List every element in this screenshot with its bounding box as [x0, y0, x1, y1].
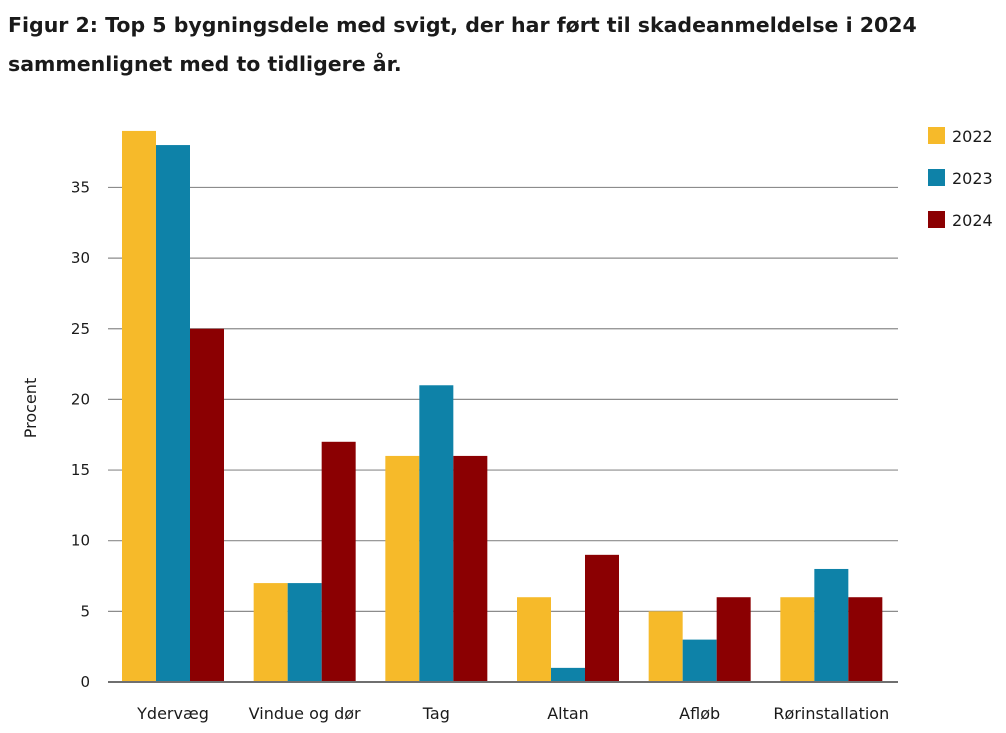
y-tick-label: 0 [80, 673, 90, 691]
legend-swatch-2023 [928, 169, 945, 186]
y-tick-labels: 0 5 10 15 20 25 30 35 [71, 178, 90, 691]
bar-2023-2 [419, 385, 454, 682]
legend-label-2022: 2022 [952, 127, 993, 146]
bar-2022-4 [648, 611, 683, 682]
y-tick-label: 20 [71, 390, 90, 408]
bar-2022-0 [122, 130, 156, 682]
bar-2023-0 [156, 145, 190, 682]
legend-label-2024: 2024 [952, 211, 993, 230]
y-tick-label: 15 [71, 461, 90, 479]
category-label: Altan [547, 704, 589, 723]
y-tick-label: 10 [71, 532, 90, 550]
legend-label-2023: 2023 [952, 169, 993, 188]
chart-title: Figur 2: Top 5 bygningsdele med svigt, d… [8, 6, 998, 84]
chart-title-line-1: Figur 2: Top 5 bygningsdele med svigt, d… [8, 13, 917, 37]
legend: 2022 2023 2024 [928, 127, 993, 230]
bar-2024-4 [716, 597, 751, 682]
gridlines [108, 186, 898, 612]
category-labels: Ydervæg Vindue og dør Tag Altan Afløb Rørinst… [136, 704, 889, 723]
category-label: Ydervæg [136, 704, 209, 723]
bar-2022-2 [385, 455, 420, 682]
y-tick-label: 5 [80, 602, 90, 620]
bar-2024-3 [585, 554, 619, 682]
y-tick-label: 25 [71, 320, 90, 338]
bar-2024-5 [848, 597, 883, 682]
bar-2023-5 [814, 568, 849, 682]
legend-swatch-2022 [928, 127, 945, 144]
category-label: Vindue og dør [249, 704, 361, 723]
category-label: Afløb [679, 704, 720, 723]
category-label: Rørinstallation [773, 704, 889, 723]
bar-2024-1 [321, 441, 356, 682]
bar-2023-1 [287, 583, 322, 682]
bar-2022-1 [253, 583, 288, 682]
bar-2024-2 [453, 455, 488, 682]
bar-2022-3 [517, 597, 551, 682]
y-tick-label: 35 [71, 178, 90, 196]
chart-title-line-2: sammenlignet med to tidligere år. [8, 52, 402, 76]
y-axis-label: Procent [21, 378, 40, 438]
y-tick-label: 30 [71, 249, 90, 267]
bar-2023-4 [682, 639, 717, 682]
bars [122, 130, 883, 682]
legend-swatch-2024 [928, 211, 945, 228]
category-label: Tag [422, 704, 450, 723]
bar-2024-0 [190, 328, 224, 682]
bar-2023-3 [551, 667, 585, 682]
bar-2022-5 [780, 597, 815, 682]
